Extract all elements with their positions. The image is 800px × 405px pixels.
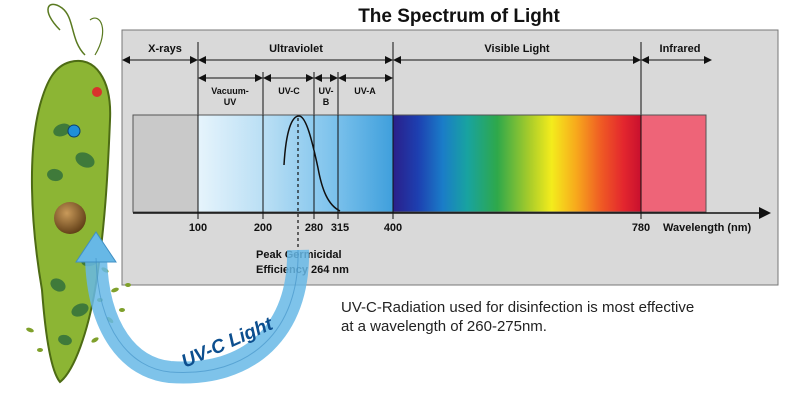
tick-label-315: 315 <box>331 222 349 234</box>
subband-vacuum-uv-line2: UV <box>224 97 237 107</box>
tick-label-400: 400 <box>384 222 402 234</box>
axis-ticks <box>197 213 642 219</box>
tick-label-280: 280 <box>305 222 323 234</box>
infrared-region <box>640 114 707 213</box>
band-label-xrays: X-rays <box>148 43 182 55</box>
subband-uvb-line1: UV- <box>318 86 333 96</box>
subband-uvb-line2: B <box>323 97 330 107</box>
axis-label-wavelength: Wavelength (nm) <box>663 222 752 234</box>
xray-region <box>132 114 199 213</box>
caption-line1: UV-C-Radiation used for disinfection is … <box>341 299 694 316</box>
tick-label-100: 100 <box>189 222 207 234</box>
subband-uvc: UV-C <box>278 86 300 96</box>
ultraviolet-region <box>198 115 393 212</box>
germicidal-efficiency-curve <box>283 115 341 212</box>
band-label-infrared: Infrared <box>660 43 701 55</box>
visible-region <box>393 115 641 212</box>
tick-label-200: 200 <box>254 222 272 234</box>
caption-line2: at a wavelength of 260-275nm. <box>341 318 547 335</box>
eyespot <box>92 87 102 97</box>
spectrum-bar-outline <box>132 114 707 213</box>
nucleus <box>54 202 86 234</box>
subband-vacuum-uv-line1: Vacuum- <box>211 86 249 96</box>
tick-label-780: 780 <box>632 222 650 234</box>
uvc-light-arrow <box>75 231 310 384</box>
band-label-ultraviolet: Ultraviolet <box>269 43 323 55</box>
diagram-title: The Spectrum of Light <box>358 6 560 27</box>
subband-uva: UV-A <box>354 86 376 96</box>
band-label-visible: Visible Light <box>484 43 550 55</box>
